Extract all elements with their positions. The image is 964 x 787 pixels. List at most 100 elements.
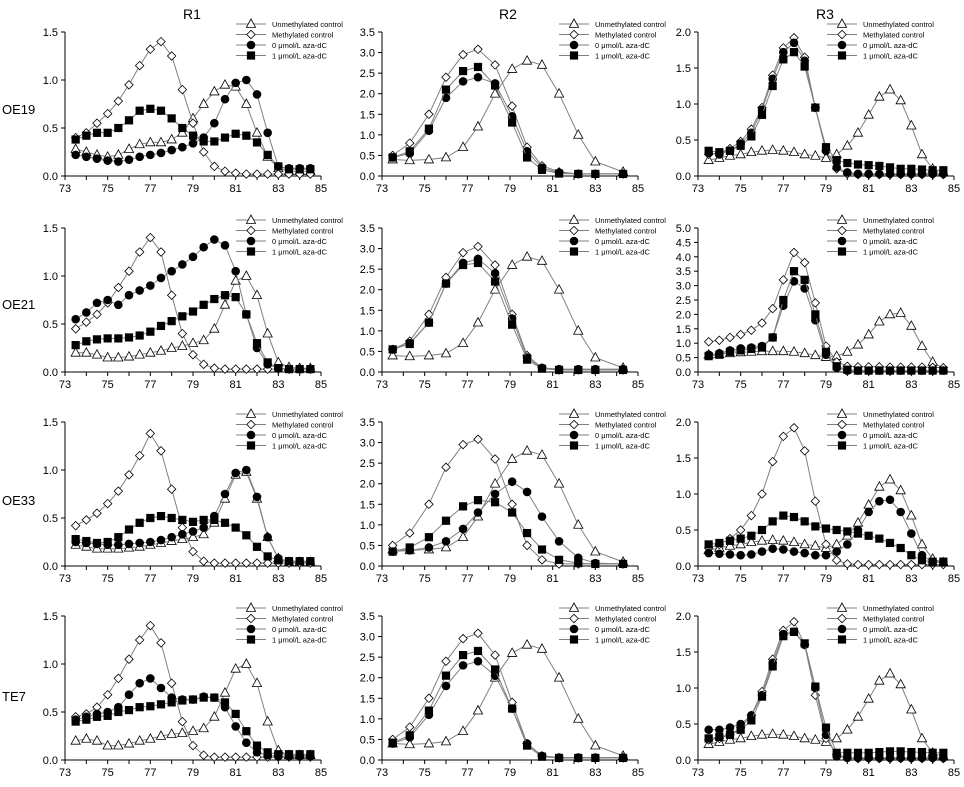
data-point: [757, 110, 767, 119]
y-tick-label: 1.5: [43, 27, 58, 39]
data-point: [199, 137, 208, 146]
data-point: [800, 62, 809, 71]
data-point: [230, 168, 241, 178]
data-point: [874, 559, 885, 570]
data-point: [166, 484, 177, 494]
chart-panel-oe21-r1: 0.0 0.5 1.0 1.5 73 75 77 79 81 83 85 Unmethylated c…: [43, 214, 343, 391]
data-point: [789, 627, 799, 636]
data-point: [388, 738, 397, 747]
legend-marker-circle: [569, 40, 579, 50]
legend-label: Methylated control: [595, 227, 657, 236]
legend-label: 0 μmol/L aza-dC: [595, 431, 650, 440]
series-square: [388, 258, 628, 375]
data-point: [146, 150, 155, 160]
data-point: [252, 741, 262, 750]
data-point: [135, 152, 144, 162]
data-point: [907, 366, 916, 375]
data-point: [167, 532, 176, 542]
data-point: [242, 531, 251, 540]
y-tick-label: 0.5: [360, 346, 375, 358]
legend-marker-square: [837, 51, 847, 60]
data-point: [113, 351, 124, 362]
data-point: [507, 499, 517, 510]
legend-marker-circle: [246, 40, 256, 50]
data-point: [725, 536, 735, 545]
data-point: [188, 118, 198, 128]
data-point: [747, 531, 756, 540]
legend-marker-square: [837, 247, 847, 256]
y-tick-label: 0.5: [676, 135, 691, 147]
data-point: [810, 496, 821, 506]
data-point: [572, 713, 584, 723]
data-point: [917, 165, 927, 174]
x-tick-label: 85: [948, 183, 960, 195]
chart-panel-oe19-r3: 0.0 0.5 1.0 1.5 2.0 73 75 77 79 81 83 85 Unmethylate…: [676, 18, 960, 195]
data-point: [574, 365, 583, 375]
chart-panel-oe33-r1: 0.0 0.5 1.0 1.5 73 75 77 79 81 83 85 Unmethylated c…: [43, 408, 343, 585]
data-point: [821, 524, 831, 533]
data-point: [885, 747, 895, 756]
data-point: [424, 499, 434, 510]
y-tick-label: 0.0: [43, 755, 58, 767]
data-point: [404, 738, 416, 749]
data-point: [198, 147, 209, 157]
data-point: [821, 550, 831, 560]
data-point: [864, 748, 873, 757]
y-tick-label: 3.0: [360, 632, 375, 644]
legend-label: 0 μmol/L aza-dC: [595, 41, 650, 50]
data-point: [114, 533, 123, 542]
data-point: [262, 169, 273, 179]
legend-marker-circle: [837, 236, 847, 246]
y-tick-label: 1.5: [360, 693, 375, 705]
legend-label: Methylated control: [272, 31, 334, 40]
data-point: [102, 739, 113, 750]
data-point: [220, 240, 230, 250]
legend: Unmethylated control Methylated control0 …: [827, 602, 934, 645]
data-point: [166, 133, 177, 144]
y-tick-label: 1.0: [360, 714, 375, 726]
data-point: [521, 250, 533, 261]
data-point: [831, 555, 842, 566]
y-tick-label: 2.0: [676, 417, 691, 429]
y-tick-label: 4.0: [676, 252, 691, 264]
legend-marker-circle: [837, 430, 847, 440]
data-point: [490, 268, 500, 278]
data-point: [424, 124, 434, 133]
x-tick-label: 77: [461, 573, 473, 585]
data-point: [800, 548, 809, 558]
data-point: [473, 628, 483, 639]
y-tick-label: 1.5: [360, 305, 375, 317]
data-point: [779, 47, 788, 57]
legend-label: Methylated control: [595, 615, 657, 624]
data-point: [736, 534, 745, 543]
x-tick-label: 81: [863, 767, 875, 779]
x-tick-label: 81: [547, 183, 559, 195]
y-tick-label: 4.5: [676, 237, 691, 249]
data-point: [591, 365, 600, 375]
data-point: [715, 350, 724, 359]
y-tick-label: 1.5: [360, 109, 375, 121]
legend-label: Unmethylated control: [272, 604, 343, 613]
data-point: [156, 683, 166, 693]
x-tick-label: 75: [102, 573, 114, 585]
y-tick-label: 0.0: [43, 561, 58, 573]
x-tick-label: 73: [692, 183, 704, 195]
series-line: [75, 40, 311, 175]
data-point: [156, 273, 166, 283]
legend-label: Methylated control: [863, 227, 925, 236]
data-point: [554, 365, 564, 375]
data-point: [810, 150, 821, 160]
x-tick-label: 77: [144, 379, 156, 391]
data-point: [92, 309, 102, 320]
x-tick-label: 73: [376, 573, 388, 585]
data-point: [284, 365, 294, 374]
data-point: [188, 307, 198, 316]
y-tick-label: 0.5: [43, 707, 58, 719]
data-point: [124, 155, 134, 164]
data-point: [789, 422, 799, 433]
data-point: [252, 558, 262, 568]
data-point: [145, 346, 156, 357]
data-point: [767, 728, 778, 738]
x-tick-label: 85: [315, 767, 327, 779]
data-point: [458, 524, 468, 534]
